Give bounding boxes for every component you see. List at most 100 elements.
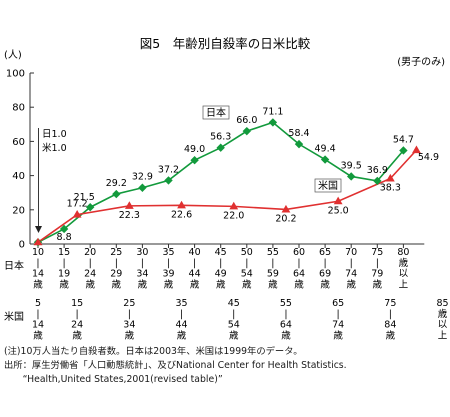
x-tick-label: 以: [438, 320, 448, 331]
x-tick-label: 15: [58, 247, 70, 258]
data-point-triangle: [385, 173, 395, 182]
x-tick-label: 25: [110, 247, 122, 258]
x-tick-label: 80: [397, 247, 409, 258]
x-tick-label: |: [36, 258, 39, 269]
y-tick-label: 20: [12, 205, 25, 216]
x-tick-label: 35: [176, 298, 188, 309]
x-tick-label: 70: [345, 247, 357, 258]
x-tick-label: 64: [280, 320, 292, 331]
data-point-triangle: [124, 201, 134, 209]
data-label: 38.3: [380, 183, 401, 194]
data-label: 54.9: [418, 152, 439, 163]
data-point-diamond: [268, 118, 278, 127]
data-label: 49.0: [184, 144, 205, 155]
x-tick-label: 歳: [333, 329, 343, 341]
x-tick-label: 歳: [242, 278, 252, 290]
x-tick-label: |: [76, 309, 79, 320]
x-tick-label: 19: [58, 269, 70, 280]
x-tick-label: |: [193, 258, 196, 269]
data-label: 56.3: [210, 132, 231, 143]
x-tick-label: 歳: [72, 329, 82, 341]
data-point-triangle: [281, 204, 291, 213]
data-label: 71.1: [262, 106, 283, 117]
data-point-diamond: [112, 189, 121, 199]
data-label: 66.0: [236, 115, 257, 126]
x-tick-label: |: [271, 258, 274, 269]
x-tick-label: 以: [399, 269, 409, 280]
series-name-box: [202, 105, 230, 120]
x-tick-label: |: [337, 309, 340, 320]
x-tick-label: 35: [162, 247, 174, 258]
data-label: 37.2: [158, 164, 179, 175]
x-tick-label: 歳: [373, 278, 383, 290]
data-point-triangle: [33, 237, 43, 246]
data-point-diamond: [373, 176, 382, 186]
data-label: 22.6: [171, 209, 192, 220]
data-label: 22.0: [223, 210, 244, 221]
x-tick-label: 74: [345, 269, 357, 280]
suicide-rate-chart: 図5 年齢別自殺率の日米比較 (人) (男子のみ) 0 20 40 60 80 100 8…: [4, 36, 449, 341]
x-tick-label: 64: [293, 269, 305, 280]
data-point-triangle: [333, 196, 343, 205]
x-tick-label: 歳: [281, 329, 291, 341]
x-tick-label: 34: [136, 269, 148, 280]
x-tick-label: 40: [189, 247, 201, 258]
x-tick-label: 歳: [164, 278, 174, 290]
x-tick-label: 44: [189, 269, 201, 280]
data-point-diamond: [164, 176, 173, 185]
x-tick-label: 65: [332, 298, 344, 309]
x-tick-label: 25: [123, 298, 135, 309]
data-point-diamond: [86, 203, 95, 212]
x-tick-label: 歳: [216, 278, 226, 290]
x-tick-label: 歳: [177, 329, 187, 341]
x-tick-label: 歳: [85, 278, 95, 290]
chart-title: 図5 年齢別自殺率の日米比較: [140, 36, 311, 51]
data-point-diamond: [59, 224, 69, 234]
series-name-label: 日本: [206, 106, 226, 119]
data-label: 58.4: [288, 128, 309, 139]
x-tick-label: 60: [293, 247, 305, 258]
x-tick-label: 34: [123, 320, 135, 331]
x-tick-label: 歳: [112, 278, 122, 290]
x-tick-label: 30: [136, 247, 148, 258]
x-tick-label: 歳: [229, 329, 239, 341]
x-tick-label: |: [89, 258, 92, 269]
x-tick-label: 14: [32, 320, 44, 331]
data-point-diamond: [190, 156, 199, 165]
x-tick-label: 5: [35, 298, 41, 309]
x-tick-label: 歳: [438, 308, 448, 320]
x-tick-label: 55: [267, 247, 279, 258]
x-tick-label: 45: [228, 298, 240, 309]
x-tick-label: 50: [241, 247, 253, 258]
x-tick-label: |: [350, 258, 353, 269]
y-tick-label: 0: [19, 240, 25, 251]
data-point-triangle: [412, 145, 421, 154]
x-tick-label: |: [180, 309, 183, 320]
x-tick-label: 75: [371, 247, 383, 258]
x-tick-label: |: [219, 258, 222, 269]
data-label: 21.5: [74, 192, 95, 203]
x-tick-label: 55: [280, 298, 292, 309]
x-tick-label: 歳: [59, 278, 69, 290]
x-row-label: 米国: [4, 310, 24, 323]
x-tick-label: 84: [384, 320, 396, 331]
footnote-line: “Health,United States,2001(revised table…: [4, 374, 223, 385]
x-tick-label: 歳: [386, 329, 396, 341]
x-tick-labels: 日本10|14歳15|19歳20|24歳25|29歳30|34歳35|39歳40…: [4, 247, 449, 341]
x-tick-label: 歳: [190, 278, 200, 290]
data-label: 米1.0: [42, 142, 67, 154]
x-tick-label: |: [389, 309, 392, 320]
x-tick-label: 歳: [294, 278, 304, 290]
x-tick-label: 45: [215, 247, 227, 258]
x-tick-label: 15: [71, 298, 83, 309]
data-label: 17.2: [67, 199, 88, 210]
series-name-label: 米国: [318, 179, 338, 192]
x-tick-label: 59: [267, 269, 279, 280]
y-tick-label: 60: [12, 137, 25, 148]
x-tick-label: |: [141, 258, 144, 269]
x-tick-label: 79: [371, 269, 383, 280]
x-tick-label: |: [323, 258, 326, 269]
x-tick-label: 69: [319, 269, 331, 280]
x-tick-label: 歳: [268, 278, 278, 290]
x-tick-label: |: [284, 309, 287, 320]
